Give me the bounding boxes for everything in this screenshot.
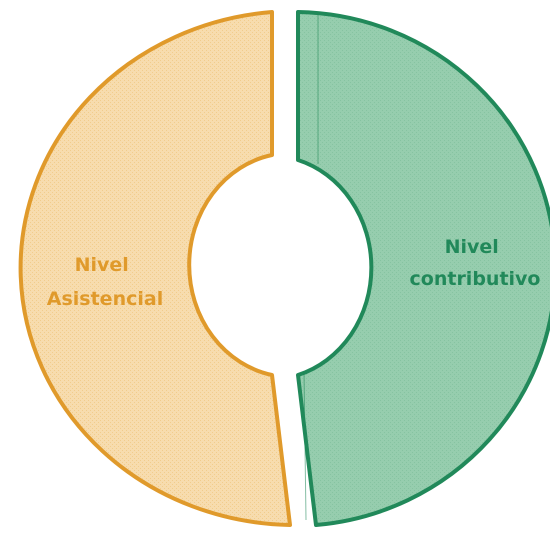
label-asistencial-line1: Nivel	[75, 254, 129, 276]
label-contributivo-line2: contributivo	[410, 268, 541, 290]
label-asistencial: Nivel Asistencial	[47, 254, 163, 310]
segment-contributivo	[296, 10, 550, 527]
label-asistencial-line2: Asistencial	[47, 288, 163, 310]
segment-asistencial	[18, 10, 292, 527]
label-contributivo: Nivel contributivo	[410, 236, 541, 290]
label-contributivo-line1: Nivel	[445, 236, 499, 258]
segment-contributivo-seam	[303, 14, 319, 521]
